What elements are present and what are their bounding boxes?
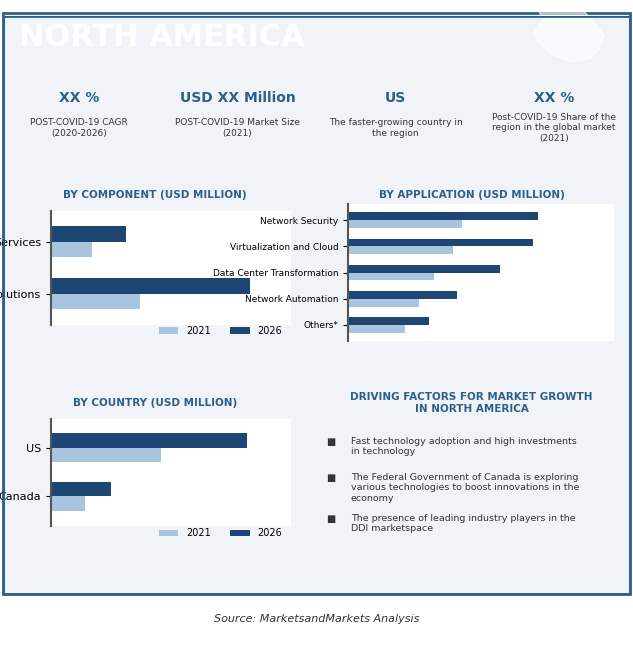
Legend: 2021, 2026: 2021, 2026	[155, 323, 286, 340]
Text: US: US	[385, 91, 406, 105]
Bar	[51, 293, 140, 309]
Bar	[348, 247, 453, 254]
Bar	[348, 325, 405, 333]
Bar	[51, 434, 247, 448]
Text: NORTH AMERICA: NORTH AMERICA	[19, 23, 304, 52]
Text: XX %: XX %	[534, 91, 574, 105]
Bar	[51, 496, 85, 511]
Text: USD XX Million: USD XX Million	[180, 91, 295, 105]
Text: ■: ■	[326, 473, 335, 483]
Text: ■: ■	[326, 514, 335, 524]
Bar	[348, 317, 429, 325]
Text: POST-COVID-19 CAGR
(2020-2026): POST-COVID-19 CAGR (2020-2026)	[30, 118, 128, 138]
Bar	[348, 212, 538, 220]
Bar	[51, 278, 250, 293]
Text: ■: ■	[326, 437, 335, 447]
Text: BY APPLICATION (USD MILLION): BY APPLICATION (USD MILLION)	[379, 190, 565, 201]
Text: Post-COVID-19 Share of the
region in the global market
(2021): Post-COVID-19 Share of the region in the…	[492, 113, 616, 143]
Text: The presence of leading industry players in the
DDI marketspace: The presence of leading industry players…	[351, 514, 575, 533]
Text: The Federal Government of Canada is exploring
various technologies to boost inno: The Federal Government of Canada is expl…	[351, 473, 579, 503]
Bar	[348, 239, 533, 247]
Bar	[348, 273, 434, 280]
Text: The faster-growing country in
the region: The faster-growing country in the region	[329, 118, 463, 138]
Text: XX %: XX %	[59, 91, 99, 105]
Bar	[51, 448, 161, 462]
Bar	[348, 265, 500, 273]
Bar	[51, 227, 126, 242]
Text: DRIVING FACTORS FOR MARKET GROWTH
IN NORTH AMERICA: DRIVING FACTORS FOR MARKET GROWTH IN NOR…	[350, 392, 593, 414]
Text: POST-COVID-19 Market Size
(2021): POST-COVID-19 Market Size (2021)	[175, 118, 300, 138]
Text: Source: MarketsandMarkets Analysis: Source: MarketsandMarkets Analysis	[214, 614, 419, 624]
Text: BY COUNTRY (USD MILLION): BY COUNTRY (USD MILLION)	[73, 398, 237, 408]
Text: Fast technology adoption and high investments
in technology: Fast technology adoption and high invest…	[351, 437, 577, 456]
Polygon shape	[533, 5, 605, 62]
Bar	[348, 299, 419, 307]
Bar	[348, 220, 462, 228]
Legend: 2021, 2026: 2021, 2026	[155, 524, 286, 543]
Text: BY COMPONENT (USD MILLION): BY COMPONENT (USD MILLION)	[63, 190, 247, 201]
Bar	[51, 482, 111, 496]
Bar	[348, 291, 457, 299]
Bar	[51, 242, 92, 258]
